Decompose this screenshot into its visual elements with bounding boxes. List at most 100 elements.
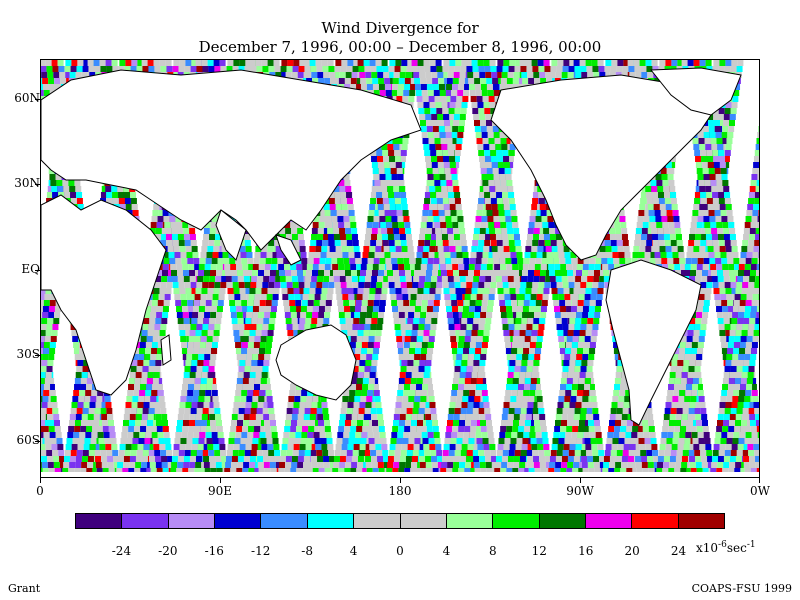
swath-cell <box>258 354 265 360</box>
swath-cell <box>214 282 221 288</box>
swath-cell <box>355 390 362 396</box>
swath-cell <box>317 234 324 240</box>
swath-cell <box>187 348 194 354</box>
swath-cell <box>45 288 52 294</box>
swath-cell <box>50 438 57 444</box>
swath-cell <box>399 162 406 168</box>
swath-cell <box>86 384 93 390</box>
swath-cell <box>67 432 74 438</box>
swath-cell <box>296 426 303 432</box>
swath-cell <box>250 366 257 372</box>
swath-cell <box>334 240 341 246</box>
swath-cell <box>191 60 198 66</box>
swath-cell <box>42 78 49 84</box>
swath-cell <box>195 372 202 378</box>
swath-cell <box>264 420 270 426</box>
swath-cell <box>202 282 209 288</box>
swath-cell <box>258 468 265 474</box>
swath-cell <box>218 294 225 300</box>
swath-cell <box>56 438 63 444</box>
swath-cell <box>200 336 207 342</box>
swath-cell <box>123 414 130 420</box>
swath-cell <box>362 426 369 432</box>
swath-cell <box>333 186 340 192</box>
swath-cell <box>193 258 200 264</box>
swath-cell <box>279 270 285 276</box>
swath-cell <box>198 306 205 312</box>
swath-cell <box>48 306 55 312</box>
swath-cell <box>109 432 116 438</box>
swath-cell <box>298 66 305 72</box>
swath-cell <box>41 414 46 420</box>
swath-cell <box>66 438 73 444</box>
swath-cell <box>251 318 258 324</box>
swath-cell <box>375 246 382 252</box>
swath-cell <box>117 186 124 192</box>
swath-cell <box>163 300 170 306</box>
swath-cell <box>398 84 405 90</box>
swath-cell <box>283 432 290 438</box>
swath-cell <box>54 420 60 426</box>
swath-cell <box>146 378 153 384</box>
swath-cell <box>255 288 262 294</box>
swath-cell <box>106 408 113 414</box>
swath-cell <box>312 426 319 432</box>
swath-cell <box>336 294 343 300</box>
swath-cell <box>158 438 165 444</box>
swath-cell <box>184 366 191 372</box>
swath-cell <box>381 444 388 450</box>
swath-cell <box>327 288 334 294</box>
swath-cell <box>294 396 301 402</box>
swath-cell <box>99 444 106 450</box>
swath-cell <box>317 456 324 462</box>
swath-cell <box>335 288 342 294</box>
swath-cell <box>133 432 140 438</box>
swath-cell <box>273 60 280 66</box>
swath-cell <box>45 330 52 336</box>
swath-cell <box>241 258 248 264</box>
swath-cell <box>371 72 378 78</box>
swath-cell <box>48 384 55 390</box>
swath-cell <box>323 456 330 462</box>
swath-cell <box>311 456 318 462</box>
swath-cell <box>153 288 160 294</box>
swath-cell <box>370 408 377 414</box>
swath-cell <box>235 342 242 348</box>
swath-cell <box>370 366 377 372</box>
swath-cell <box>255 330 262 336</box>
swath-cell <box>69 72 76 78</box>
swath-cell <box>291 234 298 240</box>
swath-cell <box>234 294 241 300</box>
swath-cell <box>370 450 377 456</box>
swath-cell <box>206 438 213 444</box>
swath-cell <box>59 456 66 462</box>
swath-cell <box>178 450 185 456</box>
swath-cell <box>337 258 344 264</box>
swath-cell <box>339 228 346 234</box>
swath-cell <box>388 66 395 72</box>
swath-cell <box>287 60 294 66</box>
swath-cell <box>256 282 263 288</box>
swath-cell <box>229 432 236 438</box>
swath-cell <box>345 276 352 282</box>
swath-cell <box>373 348 380 354</box>
swath-cell <box>142 324 149 330</box>
swath-cell <box>179 288 186 294</box>
swath-cell <box>356 336 363 342</box>
swath-cell <box>351 462 358 468</box>
swath-cell <box>202 408 209 414</box>
swath-cell <box>144 396 151 402</box>
swath-cell <box>330 210 337 216</box>
swath-cell <box>261 288 268 294</box>
swath-cell <box>379 258 386 264</box>
swath-cell <box>312 468 319 474</box>
swath-cell <box>350 84 357 90</box>
swath-cell <box>353 246 360 252</box>
swath-cell <box>349 300 356 306</box>
swath-cell <box>328 282 335 288</box>
swath-cell <box>41 408 47 414</box>
swath-cell <box>306 270 312 276</box>
swath-cell <box>173 60 180 66</box>
swath-cell <box>351 420 357 426</box>
swath-cell <box>233 60 240 66</box>
